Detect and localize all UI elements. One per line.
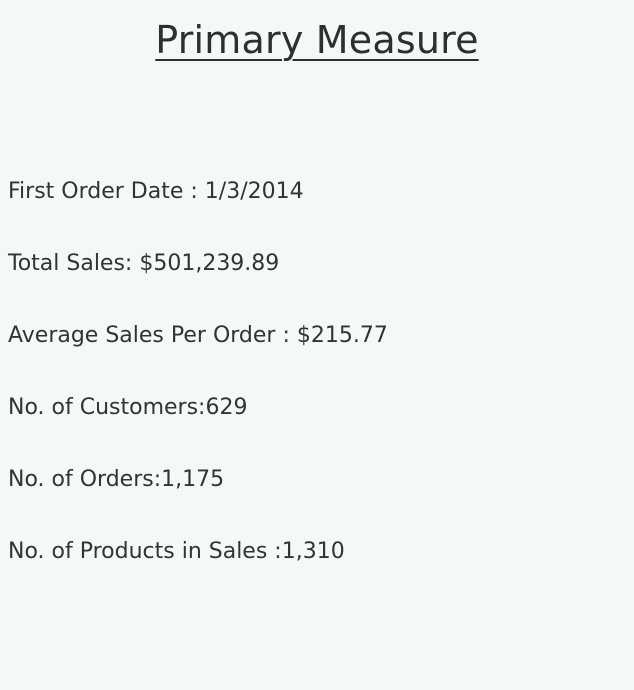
metric-number-of-orders: No. of Orders:1,175 — [8, 467, 225, 492]
metric-average-sales-per-order: Average Sales Per Order : $215.77 — [8, 323, 388, 348]
page-title: Primary Measure — [155, 18, 479, 62]
metric-number-of-customers: No. of Customers:629 — [8, 395, 248, 420]
metric-total-sales: Total Sales: $501,239.89 — [8, 251, 280, 276]
metric-number-of-products-in-sales: No. of Products in Sales :1,310 — [8, 539, 345, 564]
metric-first-order-date: First Order Date : 1/3/2014 — [8, 179, 304, 204]
